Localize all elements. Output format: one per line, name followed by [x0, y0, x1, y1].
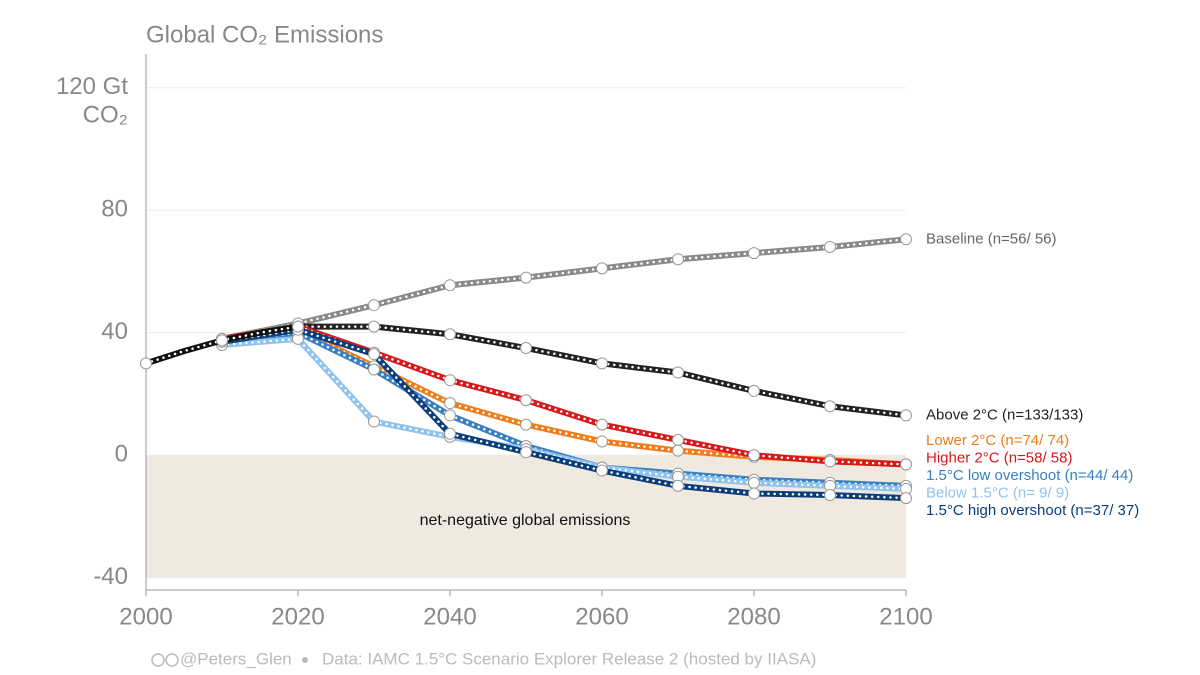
x-tick-label: 2080: [727, 603, 780, 630]
region-label: net-negative global emissions: [420, 512, 631, 529]
point: [672, 433, 684, 446]
y-unit: CO₂: [83, 101, 128, 128]
x-tick-label: 2100: [879, 603, 932, 630]
cc-icon: [151, 653, 165, 667]
legend-label: Above 2°C (n=133/133): [926, 406, 1083, 423]
point: [672, 444, 684, 457]
footer-source: Data: IAMC 1.5°C Scenario Explorer Relea…: [322, 649, 816, 668]
point: [596, 464, 608, 477]
point: [520, 446, 532, 459]
line-dots: [220, 328, 908, 500]
point: [520, 394, 532, 407]
point: [672, 366, 684, 379]
point: [900, 233, 912, 246]
legend-label: Lower 2°C (n=74/ 74): [926, 432, 1069, 449]
y-tick-label: 80: [101, 196, 128, 223]
point: [368, 320, 380, 333]
point: [824, 489, 836, 502]
point: [368, 363, 380, 376]
point: [824, 455, 836, 468]
point: [900, 409, 912, 422]
point: [444, 409, 456, 422]
legend-label: Below 1.5°C (n= 9/ 9): [926, 484, 1069, 501]
point: [444, 374, 456, 387]
negative-region: [146, 455, 906, 578]
point: [824, 240, 836, 253]
line-dots: [220, 325, 908, 417]
line-dots: [220, 328, 908, 466]
point: [520, 342, 532, 355]
point: [292, 320, 304, 333]
point: [748, 487, 760, 500]
line: [219, 326, 909, 468]
point: [824, 400, 836, 413]
point: [520, 271, 532, 284]
x-tick-label: 2040: [423, 603, 476, 630]
y-tick-label: -40: [93, 563, 128, 590]
point: [368, 299, 380, 312]
footer-handle: @Peters_Glen: [180, 649, 292, 668]
by-icon: [165, 653, 179, 667]
x-tick-label: 2000: [119, 603, 172, 630]
x-tick-label: 2060: [575, 603, 628, 630]
y-tick-label: 0: [115, 441, 128, 468]
point: [216, 334, 228, 347]
x-tick-label: 2020: [271, 603, 324, 630]
point: [596, 418, 608, 431]
legend-label: Higher 2°C (n=58/ 58): [926, 449, 1073, 466]
point: [900, 458, 912, 471]
point: [444, 397, 456, 410]
point: [444, 427, 456, 440]
point: [596, 435, 608, 448]
point: [444, 328, 456, 341]
legend-label: 1.5°C high overshoot (n=37/ 37): [926, 502, 1139, 519]
point: [444, 279, 456, 292]
y-tick-label: 40: [101, 318, 128, 345]
legend-label: 1.5°C low overshoot (n=44/ 44): [926, 467, 1133, 484]
legend-label: Baseline (n=56/ 56): [926, 230, 1057, 247]
point: [140, 357, 152, 370]
point: [596, 357, 608, 370]
point: [748, 384, 760, 397]
point: [368, 348, 380, 361]
point: [520, 418, 532, 431]
chart-title: Global CO₂ Emissions: [146, 21, 383, 48]
footer: @Peters_Glen Data: IAMC 1.5°C Scenario E…: [151, 649, 816, 668]
point: [672, 253, 684, 266]
point: [900, 492, 912, 505]
point: [748, 476, 760, 489]
point: [748, 449, 760, 462]
separator: [302, 657, 308, 663]
line-dots: [220, 238, 908, 341]
point: [748, 247, 760, 260]
point: [368, 415, 380, 428]
point: [596, 262, 608, 275]
y-tick-label: 120 Gt: [56, 73, 128, 100]
point: [672, 479, 684, 492]
